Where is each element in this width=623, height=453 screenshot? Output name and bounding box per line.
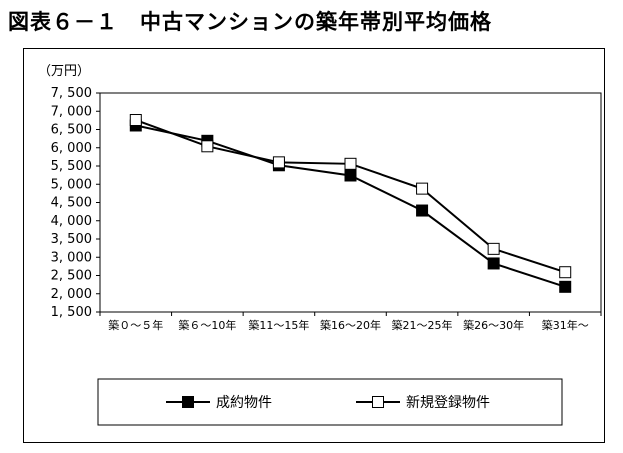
- legend: 成約物件 新規登録物件: [97, 378, 563, 426]
- plot-area: 1, 500 2, 000 2, 500 3, 000 3, 500 4, 000 4, 5…: [51, 86, 602, 332]
- chart-frame: （万円） 1, 500 2, 000 2, 500 3, 000 3, 500 4, 00…: [23, 48, 605, 443]
- data-point-filled: [416, 204, 429, 217]
- data-point-filled: [487, 257, 500, 270]
- y-tick-label: 3, 500: [51, 232, 92, 247]
- y-tick-label: 7, 500: [51, 86, 92, 101]
- y-tick-label: 4, 000: [51, 214, 92, 229]
- y-tick-label: 7, 000: [51, 104, 92, 119]
- line-chart: （万円） 1, 500 2, 000 2, 500 3, 000 3, 500 4, 00…: [38, 64, 602, 426]
- data-point-filled: [559, 280, 572, 293]
- x-category-label: 築31年～: [542, 318, 589, 332]
- data-point-open: [416, 182, 429, 195]
- x-category-label: 築11～15年: [248, 318, 309, 332]
- y-tick-label: 2, 500: [51, 269, 92, 284]
- x-category-label: 築16～20年: [320, 318, 381, 332]
- x-category-label: 築26～30年: [463, 318, 524, 332]
- data-point-open: [129, 114, 142, 127]
- legend-marker-filled: [182, 396, 194, 408]
- legend-label: 成約物件: [216, 395, 272, 411]
- legend-label: 新規登録物件: [406, 395, 490, 411]
- y-tick-label: 5, 500: [51, 159, 92, 174]
- y-tick-label: 1, 500: [51, 305, 92, 320]
- plot-border: [99, 92, 602, 313]
- series-line: [135, 119, 566, 274]
- data-point-filled: [344, 169, 357, 182]
- data-point-open: [344, 157, 357, 170]
- x-category-label: 築０～５年: [108, 318, 163, 332]
- series-line: [135, 124, 566, 288]
- data-point-open: [272, 156, 285, 169]
- y-tick-label: 5, 000: [51, 177, 92, 192]
- x-category-label: 築21～25年: [392, 318, 453, 332]
- y-tick-label: 3, 000: [51, 250, 92, 265]
- x-category-label: 築６～10年: [178, 318, 236, 332]
- data-point-open: [201, 140, 214, 153]
- legend-marker-open: [372, 396, 384, 408]
- figure-title: 図表６－１ 中古マンションの築年帯別平均価格: [8, 10, 492, 34]
- data-point-open: [559, 266, 572, 279]
- data-point-open: [487, 242, 500, 255]
- y-tick-label: 6, 000: [51, 141, 92, 156]
- y-unit-label: （万円）: [38, 64, 90, 79]
- y-tick-label: 2, 000: [51, 287, 92, 302]
- y-tick-label: 4, 500: [51, 196, 92, 211]
- y-tick-label: 6, 500: [51, 123, 92, 138]
